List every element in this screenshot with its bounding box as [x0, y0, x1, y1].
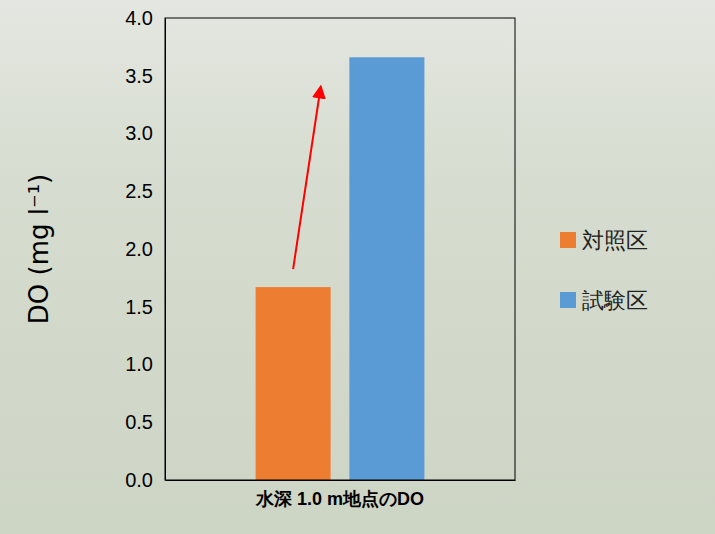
- y-tick-label: 3.0: [125, 122, 153, 144]
- y-tick-label: 1.5: [125, 296, 153, 318]
- legend-label: 対照区: [582, 228, 648, 253]
- y-tick: 0.5: [125, 411, 165, 433]
- y-tick: 2.0: [125, 238, 165, 260]
- bars: [256, 57, 425, 480]
- bar: [256, 287, 331, 480]
- y-axis-line: [165, 19, 166, 481]
- y-tick: 1.0: [125, 353, 165, 375]
- y-tick-label: 4.0: [125, 7, 153, 29]
- y-tick-label: 0.0: [125, 469, 153, 491]
- plot-frame: [165, 18, 515, 480]
- chart: 0.0 0.5 1.0 1.5 2.0 2.5 3.0 3.5 4.0 水深 1.0 m地点のDO…: [0, 0, 715, 534]
- y-tick-label: 2.0: [125, 238, 153, 260]
- legend-swatch: [560, 232, 576, 248]
- y-axis: 0.0 0.5 1.0 1.5 2.0 2.5 3.0 3.5 4.0: [125, 7, 165, 491]
- y-tick-label: 3.5: [125, 65, 153, 87]
- legend: 対照区試験区: [560, 228, 648, 313]
- arrow: [293, 87, 321, 269]
- y-tick: 2.5: [125, 180, 165, 202]
- y-tick-label: 1.0: [125, 353, 153, 375]
- x-tick-label: 水深 1.0 m地点のDO: [255, 489, 424, 509]
- x-axis-line: [166, 480, 516, 481]
- y-tick: 0.0: [125, 469, 165, 491]
- legend-swatch: [560, 292, 576, 308]
- y-tick-label: 2.5: [125, 180, 153, 202]
- y-axis-title: DO (mg l⁻¹): [24, 174, 54, 325]
- x-axis: 水深 1.0 m地点のDO: [166, 480, 516, 509]
- y-tick: 3.0: [125, 122, 165, 144]
- y-tick: 3.5: [125, 65, 165, 87]
- x-tick: 水深 1.0 m地点のDO: [255, 480, 424, 509]
- y-tick: 1.5: [125, 296, 165, 318]
- bar: [349, 57, 424, 480]
- y-tick-label: 0.5: [125, 411, 153, 433]
- legend-label: 試験区: [582, 288, 648, 313]
- y-tick: 4.0: [125, 7, 165, 29]
